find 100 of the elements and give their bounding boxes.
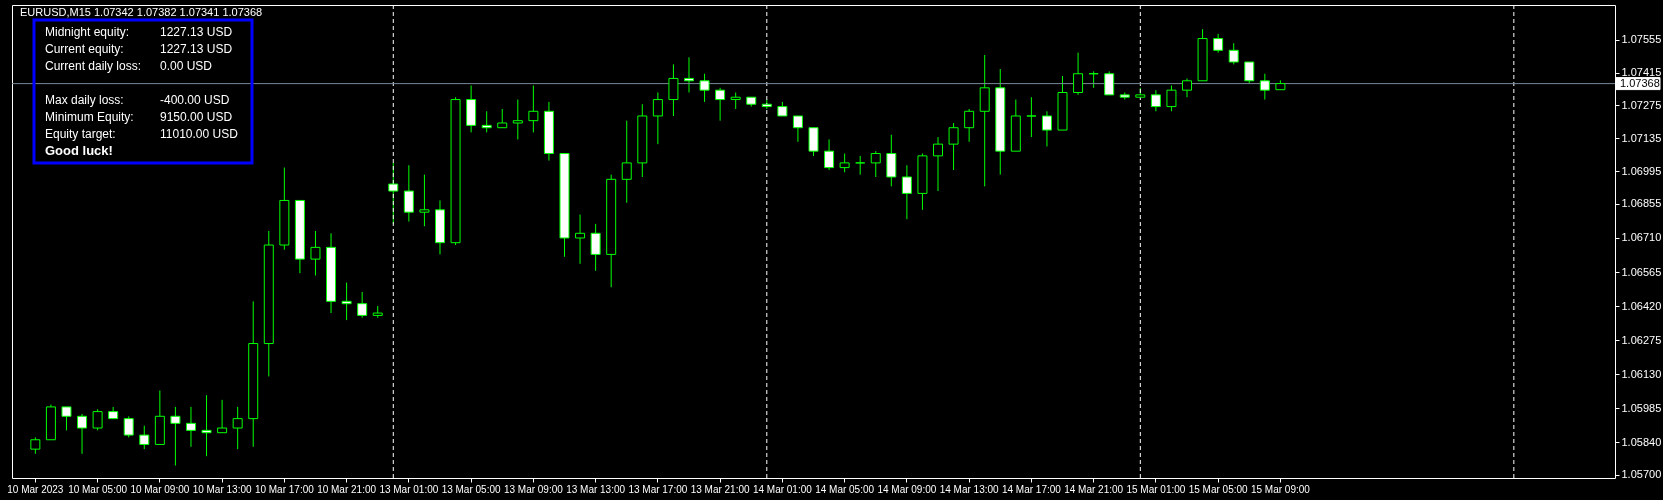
annotation: Current daily loss: <box>45 59 142 73</box>
x-tick-label: 14 Mar 21:00 <box>1064 483 1124 495</box>
annotation: -400.00 USD <box>160 93 230 107</box>
candlestick <box>1104 70 1115 96</box>
candlestick <box>652 92 663 145</box>
candlestick <box>808 127 819 157</box>
y-tick-label: 1.07135 <box>1621 131 1662 144</box>
candlestick <box>419 174 430 227</box>
candlestick <box>1026 96 1037 138</box>
x-tick-label: 14 Mar 01:00 <box>752 483 813 495</box>
x-tick-label: 14 Mar 17:00 <box>1001 483 1062 495</box>
candlestick <box>870 150 881 178</box>
annotation: Equity target: <box>45 127 116 141</box>
candlestick <box>1150 89 1161 112</box>
candlestick <box>77 413 88 455</box>
x-tick-label: 10 Mar 09:00 <box>130 483 190 495</box>
x-tick-label: 10 Mar 17:00 <box>254 483 315 495</box>
candlestick <box>139 425 150 450</box>
candlestick <box>684 56 694 94</box>
candlestick <box>1228 42 1239 65</box>
y-tick-label: 1.06420 <box>1621 299 1662 312</box>
x-tick-label: 10 Mar 05:00 <box>68 483 128 495</box>
annotation: 0.00 USD <box>160 59 213 73</box>
candlestick <box>403 164 414 223</box>
annotation: Max daily loss: <box>45 93 124 107</box>
annotation: Minimum Equity: <box>45 110 134 124</box>
candlestick <box>481 110 492 133</box>
y-tick-label: 1.06130 <box>1621 367 1662 380</box>
x-tick-label: 15 Mar 01:00 <box>1126 483 1186 495</box>
candlestick <box>933 136 943 192</box>
y-tick-label: 1.06275 <box>1621 333 1662 346</box>
candlestick <box>170 406 181 467</box>
y-tick-label: 1.05985 <box>1621 401 1662 414</box>
x-tick-label: 14 Mar 13:00 <box>939 483 1000 495</box>
x-tick-label: 13 Mar 21:00 <box>690 483 751 495</box>
x-tick-label: 10 Mar 13:00 <box>192 483 252 495</box>
candlestick <box>497 108 508 129</box>
candlestick <box>1259 73 1270 101</box>
annotation: 9150.00 USD <box>160 110 233 124</box>
annotation: 11010.00 USD <box>160 127 239 141</box>
x-tick-label: 13 Mar 05:00 <box>441 483 502 495</box>
y-tick-label: 1.07275 <box>1621 98 1662 111</box>
candlestick <box>964 108 975 143</box>
x-tick-label: 13 Mar 09:00 <box>503 483 564 495</box>
candlestick <box>824 138 835 171</box>
candlestick <box>901 164 912 220</box>
y-tick-label: 1.05700 <box>1621 468 1662 481</box>
x-tick-label: 10 Mar 2023 <box>7 483 64 495</box>
x-tick-label: 10 Mar 21:00 <box>317 483 377 495</box>
candlestick <box>217 399 228 434</box>
candlestick <box>575 214 586 265</box>
candlestick <box>621 120 632 204</box>
ref-line-label: 1.07368 <box>1620 76 1660 89</box>
candlestick <box>341 282 352 321</box>
candlestick <box>92 408 103 431</box>
candlestick <box>1073 52 1084 96</box>
annotation: 1227.13 USD <box>160 42 233 56</box>
candlestick <box>123 415 134 438</box>
candlestick <box>528 84 539 133</box>
candlestick <box>1244 61 1255 84</box>
candlestick <box>590 223 601 272</box>
candlestick <box>1213 33 1224 54</box>
candlestick <box>357 291 368 319</box>
annotation: Current equity: <box>45 42 124 56</box>
y-tick-label: 1.06565 <box>1621 265 1662 278</box>
candlestick <box>310 230 321 277</box>
y-tick-label: 1.06995 <box>1621 164 1662 177</box>
candlestick <box>185 406 196 448</box>
y-tick-label: 1.07415 <box>1621 66 1662 79</box>
annotation: Good luck! <box>45 143 113 158</box>
candlestick <box>886 134 897 187</box>
annotation: Midnight equity: <box>45 25 130 39</box>
y-tick-label: 1.07555 <box>1621 33 1662 46</box>
x-tick-label: 14 Mar 09:00 <box>877 483 937 495</box>
candlestick <box>1041 110 1052 147</box>
y-tick-label: 1.06855 <box>1621 197 1662 210</box>
x-tick-label: 13 Mar 01:00 <box>379 483 439 495</box>
x-tick-label: 13 Mar 13:00 <box>566 483 626 495</box>
candlestick <box>979 54 990 187</box>
candlestick <box>201 394 212 457</box>
candlestick <box>61 406 72 431</box>
y-tick-label: 1.06710 <box>1621 231 1662 244</box>
candlestick <box>232 406 243 450</box>
candlestick <box>839 153 850 173</box>
candlestick <box>715 87 726 122</box>
y-tick-label: 1.05840 <box>1621 435 1662 448</box>
x-tick-label: 13 Mar 17:00 <box>628 483 688 495</box>
x-tick-label: 15 Mar 05:00 <box>1188 483 1249 495</box>
candlestick <box>699 73 710 103</box>
x-tick-label: 14 Mar 05:00 <box>815 483 875 495</box>
candlestick <box>1182 77 1193 98</box>
x-tick-label: 15 Mar 09:00 <box>1250 483 1311 495</box>
candlestick <box>512 99 523 140</box>
candlestick <box>855 155 866 176</box>
candlestick <box>668 63 679 117</box>
candlestick <box>948 122 959 171</box>
chart-title: EURUSD,M15 1.07342 1.07382 1.07341 1.07368 <box>20 6 263 18</box>
candlestick <box>1166 84 1177 112</box>
annotation: 1227.13 USD <box>160 25 233 39</box>
candlestick <box>792 115 803 143</box>
